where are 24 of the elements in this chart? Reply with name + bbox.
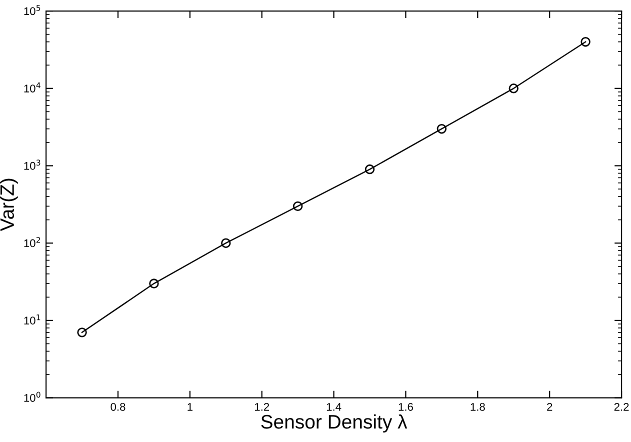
y-tick-label: 10$^{3}$ [24, 160, 40, 170]
point [221, 238, 231, 248]
x-tick-label: 1.4 [326, 403, 342, 411]
point [364, 164, 375, 174]
point [149, 278, 159, 288]
x-tick-label: 1 [188, 403, 192, 411]
point [292, 201, 303, 212]
y-tick-label: 10$^{5}$ [24, 5, 40, 16]
x-tick-label: 1.2 [254, 402, 270, 411]
x-axis-title: Sensor Density λ [261, 414, 408, 433]
x-tick-label: 1.8 [470, 402, 485, 411]
x-tick-label: 1.6 [398, 402, 413, 411]
y-axis-title: Var(Z) [0, 178, 18, 232]
point [580, 36, 590, 47]
x-tick-label: 2 [547, 402, 552, 411]
y-tick-label: 10$^{1}$ [24, 314, 40, 325]
point [77, 328, 87, 338]
y-tick-label: 10$^{0}$ [24, 392, 40, 402]
point [436, 124, 447, 134]
y-tick-label: 10$^{2}$ [24, 237, 40, 248]
x-tick-label: 0.8 [110, 402, 126, 411]
x-tick-label: 2.2 [614, 402, 629, 411]
point [508, 84, 518, 94]
y-tick-label: 10$^{4}$ [24, 82, 40, 92]
